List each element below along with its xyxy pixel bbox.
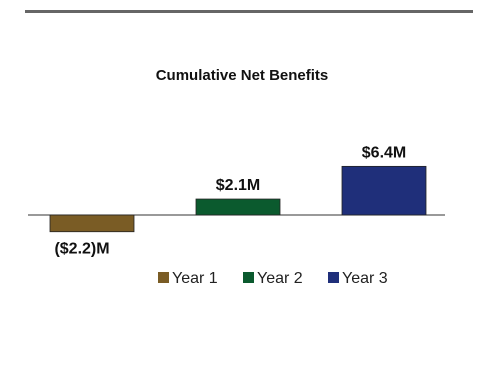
bar-year-1 xyxy=(49,214,135,233)
data-label-year-2: $2.1M xyxy=(216,177,260,194)
legend-label-year-2: Year 2 xyxy=(257,270,303,287)
bar-year-2 xyxy=(195,198,281,216)
value-labels-group: ($2.2)M $2.1M $6.4M xyxy=(54,144,406,257)
data-label-year-1: ($2.2)M xyxy=(54,241,109,258)
legend-label-year-3: Year 3 xyxy=(342,270,388,287)
legend-label-year-1: Year 1 xyxy=(172,270,218,287)
chart-title: Cumulative Net Benefits xyxy=(156,67,329,84)
data-label-year-3: $6.4M xyxy=(362,144,406,161)
legend: Year 1 Year 2 Year 3 xyxy=(158,270,388,287)
legend-swatch-year-1 xyxy=(158,272,169,283)
top-rule xyxy=(25,10,473,13)
bar-year-3 xyxy=(341,165,427,216)
bars-group xyxy=(49,165,427,233)
legend-swatch-year-3 xyxy=(328,272,339,283)
legend-swatch-year-2 xyxy=(243,272,254,283)
